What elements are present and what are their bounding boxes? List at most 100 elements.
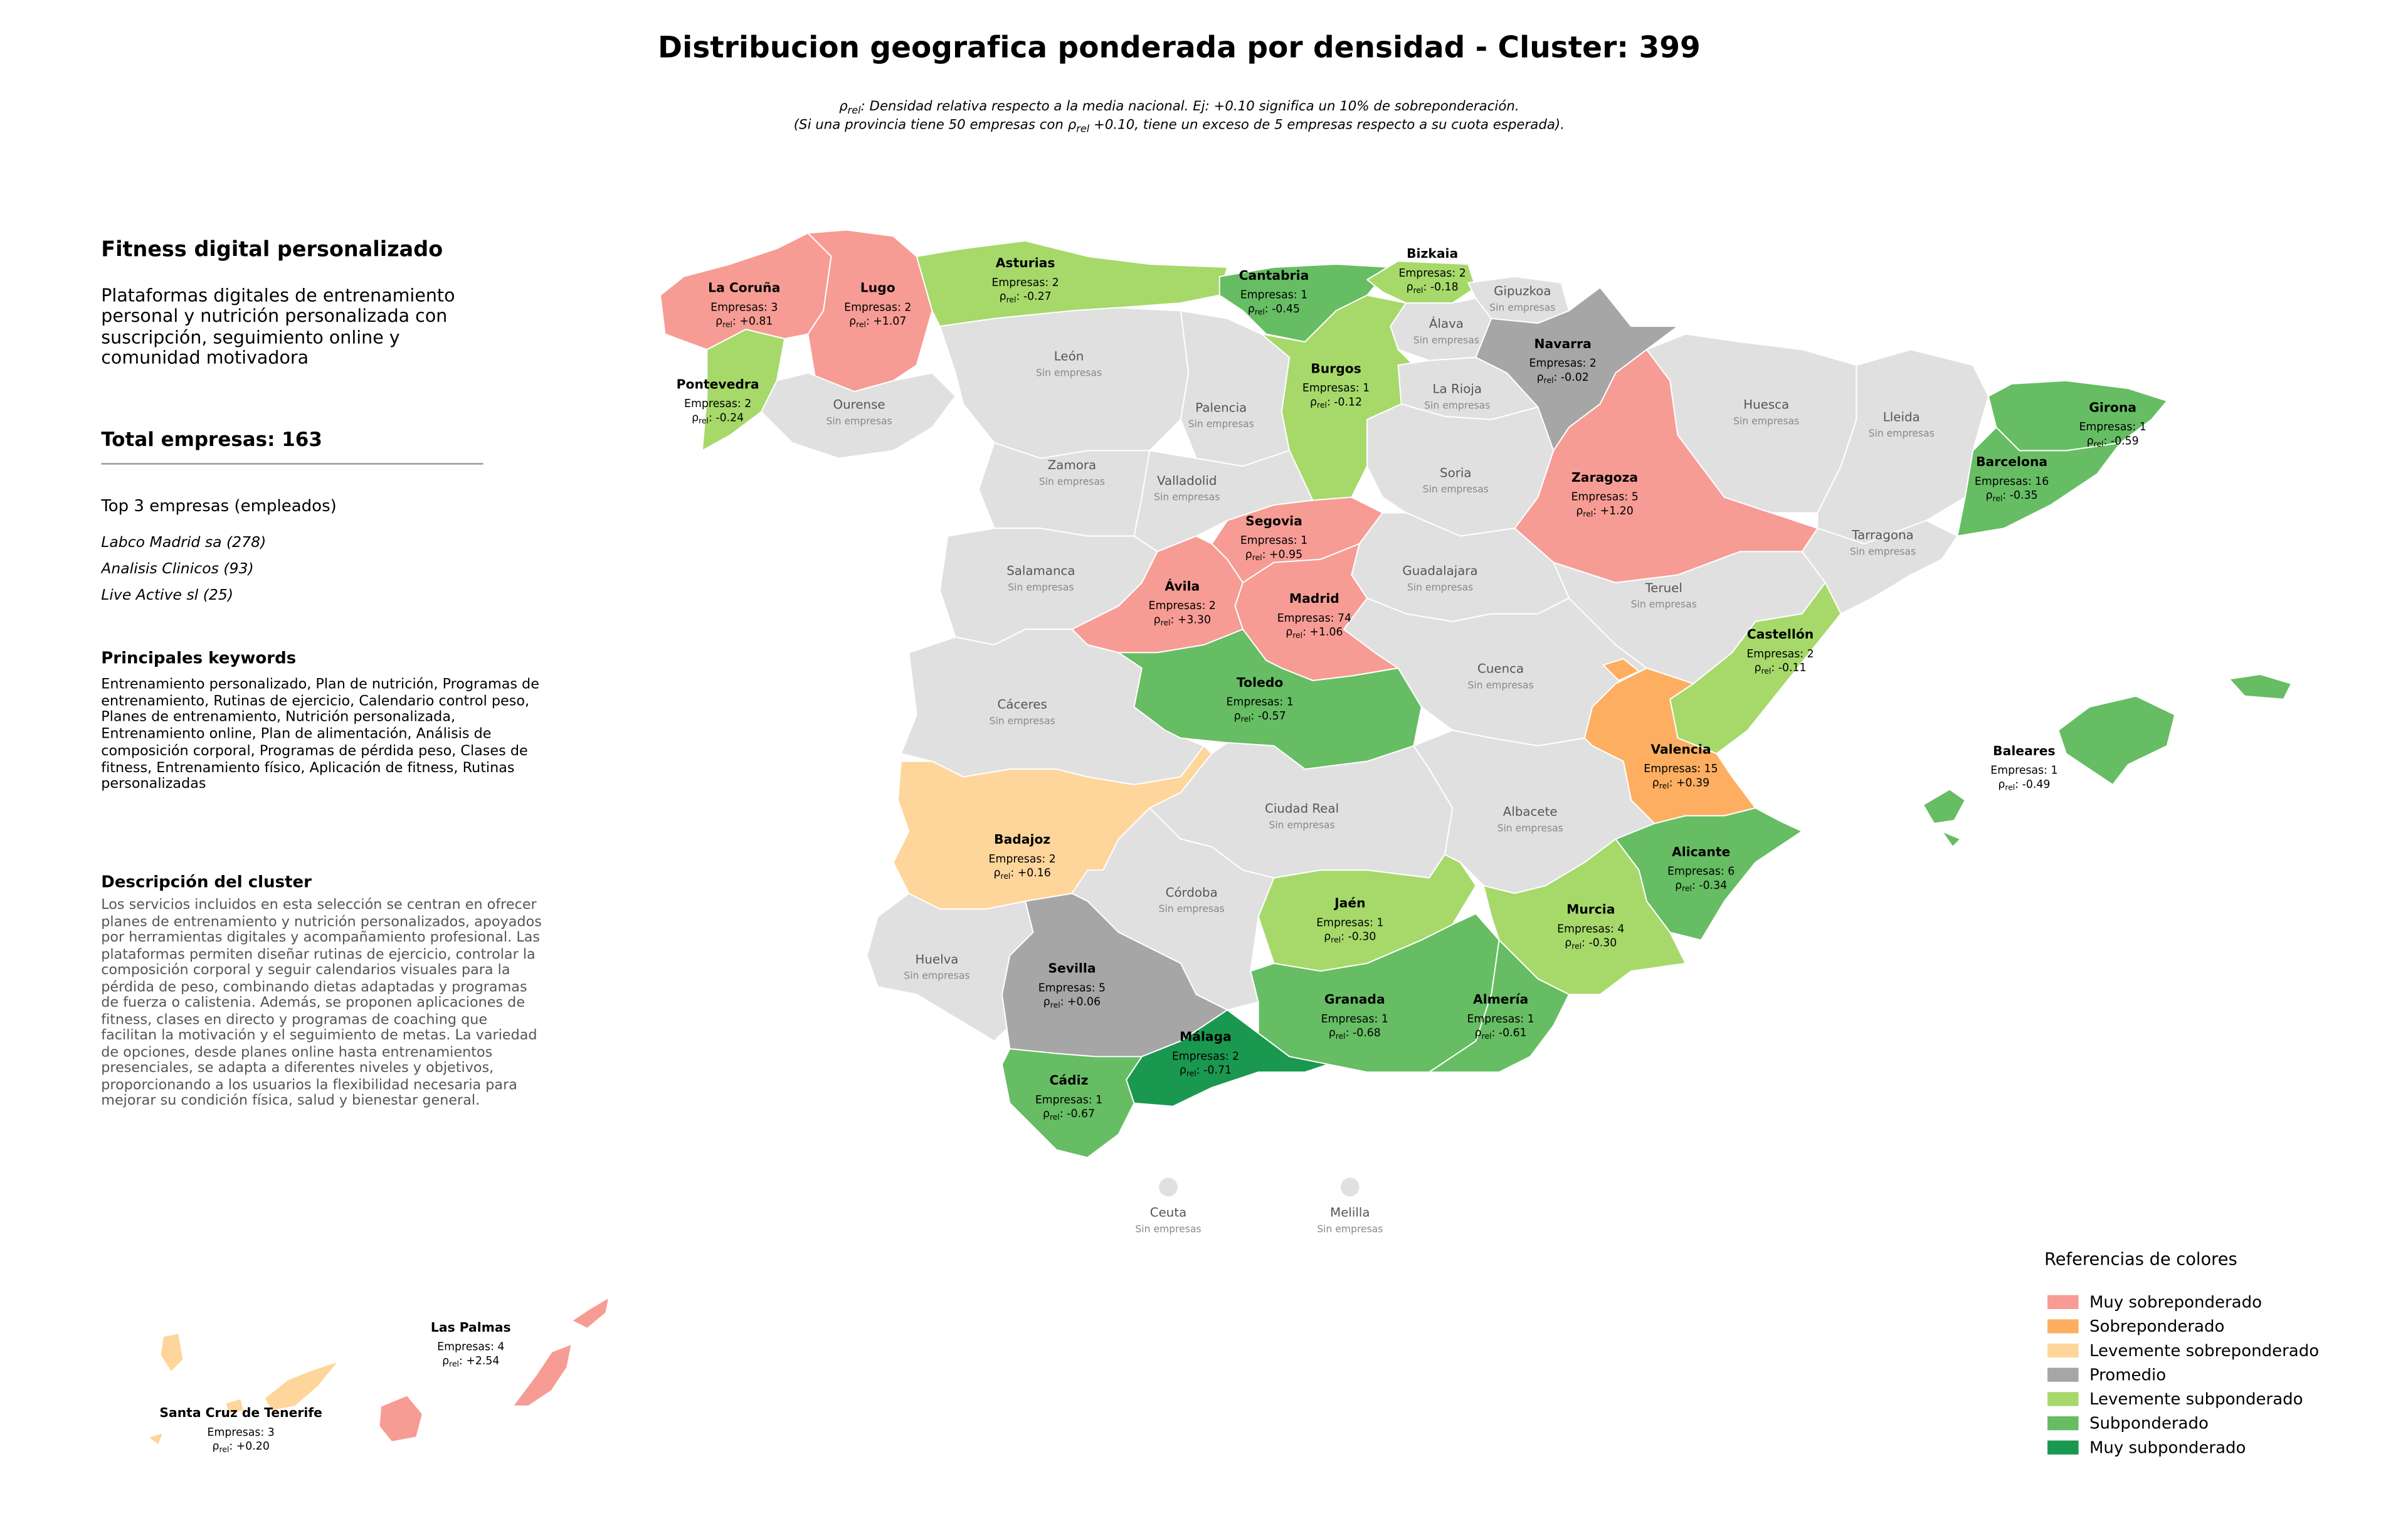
rho-symbol: ρ xyxy=(1324,931,1331,943)
province-name: Zaragoza xyxy=(1571,470,1638,485)
province-name: Alicante xyxy=(1672,844,1730,859)
province-rho: ρrel: +3.30 xyxy=(1154,613,1211,627)
rho-value: -0.67 xyxy=(1067,1108,1095,1120)
rho-value: -0.49 xyxy=(2022,778,2051,791)
province-name: Almería xyxy=(1473,992,1528,1007)
province-count: Empresas: 2 xyxy=(1398,267,1465,280)
province-rho: ρrel: -0.57 xyxy=(1234,710,1286,724)
province-count: Empresas: 16 xyxy=(1975,475,2049,488)
province-shape xyxy=(378,1394,423,1443)
province-rho: ρrel: -0.24 xyxy=(692,411,744,425)
rho-separator: : xyxy=(1196,1064,1203,1077)
rho-subscript: rel xyxy=(1186,1069,1196,1078)
rho-symbol: ρ xyxy=(1068,117,1077,133)
rho-separator: : xyxy=(1060,1108,1067,1120)
cluster-text: Los servicios incluidos en esta selecció… xyxy=(101,898,542,1110)
province-name: Zamora xyxy=(1048,458,1096,472)
province-name: Huelva xyxy=(915,952,958,967)
province-count: Empresas: 2 xyxy=(1529,358,1597,370)
province-rho: ρrel: +0.06 xyxy=(1043,996,1101,1010)
rho-separator: : xyxy=(1771,662,1778,674)
rho-value: +0.06 xyxy=(1067,996,1101,1009)
province-rho: ρrel: -0.68 xyxy=(1329,1027,1381,1041)
province-shape xyxy=(1602,658,1640,681)
province-shape xyxy=(1001,1048,1143,1159)
rho-separator: : xyxy=(1346,1027,1353,1039)
rho-subscript: rel xyxy=(1336,1032,1346,1041)
rho-value: -0.27 xyxy=(1023,290,1052,303)
province-status: Sin empresas xyxy=(1008,581,1074,593)
rho-separator: : xyxy=(1692,879,1699,892)
province-rho: ρrel: +2.54 xyxy=(442,1355,499,1369)
province-name: León xyxy=(1054,349,1084,364)
rho-symbol: ρ xyxy=(1234,710,1241,723)
province-status: Sin empresas xyxy=(1850,546,1916,557)
legend-swatch xyxy=(2047,1392,2079,1406)
total: Total empresas: 163 xyxy=(101,427,322,451)
province-name: Melilla xyxy=(1330,1206,1370,1220)
rho-symbol: ρ xyxy=(1475,1027,1482,1039)
rho-separator: : xyxy=(1491,1027,1498,1039)
province-name: La Rioja xyxy=(1433,382,1482,396)
rho-subscript: rel xyxy=(2005,783,2015,792)
rho-subscript: rel xyxy=(1161,618,1171,627)
rho-symbol: ρ xyxy=(1248,303,1255,316)
rho-value: -0.68 xyxy=(1353,1027,1381,1039)
province-name: Baleares xyxy=(1993,743,2055,758)
legend-label: Levemente sobreponderado xyxy=(2089,1342,2319,1361)
rho-subscript: rel xyxy=(1317,401,1327,410)
rho-value: +0.95 xyxy=(1269,548,1302,561)
rho-separator: : xyxy=(1554,371,1561,384)
rho-symbol: ρ xyxy=(994,867,1001,879)
province-name: Ourense xyxy=(833,397,885,411)
province-shape xyxy=(761,372,956,459)
rho-subscript: rel xyxy=(1001,872,1011,881)
province-name: Cáceres xyxy=(998,698,1047,712)
province-name: Jaén xyxy=(1333,896,1365,911)
rho-value: -0.24 xyxy=(716,411,744,424)
province-rho: ρrel: +0.16 xyxy=(994,867,1051,881)
province-rho: ρrel: -0.49 xyxy=(1998,778,2050,792)
province-name: Palencia xyxy=(1195,400,1247,415)
rho-separator: : xyxy=(732,316,739,328)
province-rho: ρrel: -0.30 xyxy=(1324,931,1376,945)
cluster-name: Fitness digital personalizado xyxy=(101,237,443,263)
rho-subscript: rel xyxy=(1413,286,1423,295)
province-count: Empresas: 74 xyxy=(1277,612,1351,625)
top-item: Labco Madrid sa (278) xyxy=(101,534,267,552)
rho-value: +1.07 xyxy=(873,316,906,328)
province-name: Sevilla xyxy=(1048,961,1096,976)
rho-value: +2.54 xyxy=(466,1355,499,1367)
province-status: Sin empresas xyxy=(1489,302,1555,313)
province-shape xyxy=(978,442,1151,537)
keywords: Entrenamiento personalizado, Plan de nut… xyxy=(101,677,539,793)
rho-subscript: rel xyxy=(848,104,862,116)
province-count: Empresas: 1 xyxy=(1227,696,1294,709)
province-count: Empresas: 15 xyxy=(1644,763,1718,775)
subtitle-text: (Si una provincia tiene 50 empresas con xyxy=(794,117,1068,133)
province-rho: ρrel: +1.07 xyxy=(849,316,906,329)
rho-value: -0.30 xyxy=(1588,937,1617,950)
province-name: Madrid xyxy=(1289,591,1339,606)
province-count: Empresas: 6 xyxy=(1667,866,1735,878)
province-shape xyxy=(159,1332,184,1373)
rho-subscript: rel xyxy=(1292,631,1302,640)
rho-separator: : xyxy=(2015,778,2022,791)
rho-separator: : xyxy=(1423,281,1430,294)
province-rho: ρrel: -0.12 xyxy=(1310,396,1362,410)
province-status: Sin empresas xyxy=(1468,679,1534,691)
province-name: Soria xyxy=(1440,465,1471,480)
province-count: Empresas: 2 xyxy=(844,301,911,314)
province-count: Empresas: 2 xyxy=(991,277,1059,289)
province-name: Toledo xyxy=(1237,675,1283,690)
rho-value: -0.30 xyxy=(1348,931,1376,943)
rho-symbol: ρ xyxy=(1329,1027,1336,1039)
province-count: Empresas: 1 xyxy=(1302,382,1370,395)
province-rho: ρrel: -0.27 xyxy=(1000,290,1052,304)
rho-subscript: rel xyxy=(1006,295,1017,304)
separator xyxy=(101,463,483,465)
province-name: Barcelona xyxy=(1976,454,2047,469)
province-rho: ρrel: -0.18 xyxy=(1407,281,1459,295)
